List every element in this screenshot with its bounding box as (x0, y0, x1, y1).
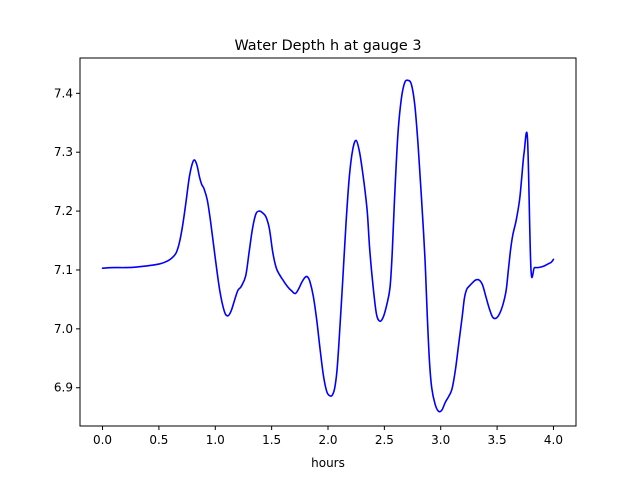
y-tick-label: 6.9 (54, 381, 73, 395)
plot-frame (79, 57, 577, 427)
x-axis: 0.0 0.5 1.0 1.5 2.0 2.5 3.0 3.5 4.0 (93, 426, 563, 447)
x-tick-label: 2.0 (318, 433, 337, 447)
x-axis-label: hours (311, 456, 345, 470)
x-tick-label: 4.0 (544, 433, 563, 447)
y-tick-label: 7.2 (54, 204, 73, 218)
x-tick-label: 0.5 (149, 433, 168, 447)
x-tick-label: 2.5 (375, 433, 394, 447)
y-tick-label: 7.4 (54, 86, 73, 100)
chart-title: Water Depth h at gauge 3 (234, 38, 421, 54)
water-depth-series-line (101, 79, 555, 413)
y-tick-label: 7.1 (54, 263, 73, 277)
x-tick-label: 1.0 (206, 433, 225, 447)
x-tick-label: 3.5 (488, 433, 507, 447)
y-axis: 6.9 7.0 7.1 7.2 7.3 7.4 (54, 86, 80, 395)
x-tick-label: 0.0 (93, 433, 112, 447)
x-tick-label: 1.5 (262, 433, 281, 447)
y-tick-label: 7.0 (54, 322, 73, 336)
x-tick-label: 3.0 (431, 433, 450, 447)
y-tick-label: 7.3 (54, 145, 73, 159)
